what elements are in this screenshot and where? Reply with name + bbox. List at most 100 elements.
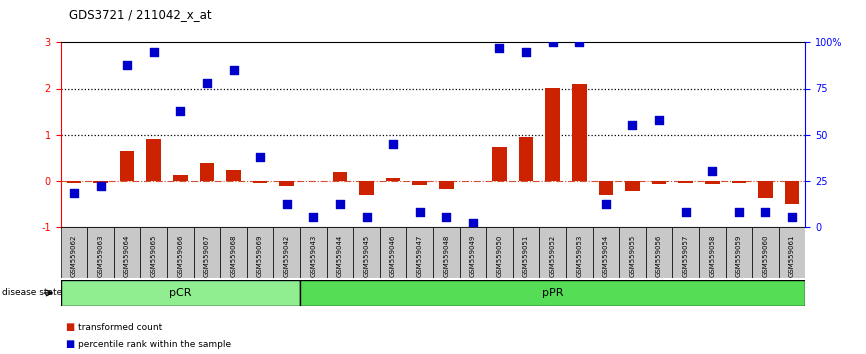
Bar bbox=[220, 227, 247, 278]
Bar bbox=[758, 181, 772, 198]
Bar bbox=[300, 227, 326, 278]
Bar bbox=[353, 227, 380, 278]
Bar bbox=[253, 181, 268, 183]
Text: GSM559068: GSM559068 bbox=[230, 234, 236, 277]
Text: GSM559054: GSM559054 bbox=[603, 234, 609, 276]
Text: GSM559059: GSM559059 bbox=[736, 234, 742, 276]
Bar bbox=[652, 181, 667, 184]
Bar bbox=[140, 227, 167, 278]
Bar bbox=[785, 181, 799, 205]
Point bbox=[386, 141, 400, 147]
Bar bbox=[513, 227, 540, 278]
Point bbox=[413, 209, 427, 215]
Point bbox=[359, 215, 373, 220]
Point bbox=[625, 122, 639, 128]
Bar bbox=[540, 227, 566, 278]
Bar bbox=[380, 227, 406, 278]
Bar bbox=[412, 181, 427, 185]
Point bbox=[67, 190, 81, 196]
Bar bbox=[678, 181, 693, 183]
Bar bbox=[779, 227, 805, 278]
Text: GSM559043: GSM559043 bbox=[310, 234, 316, 276]
Bar bbox=[732, 181, 746, 183]
Text: GSM559058: GSM559058 bbox=[709, 234, 715, 276]
Bar bbox=[61, 280, 300, 306]
Point bbox=[493, 45, 507, 51]
Text: GSM559061: GSM559061 bbox=[789, 234, 795, 277]
Point bbox=[519, 49, 533, 55]
Bar bbox=[699, 227, 726, 278]
Bar bbox=[359, 181, 374, 195]
Bar bbox=[619, 227, 646, 278]
Text: GSM559065: GSM559065 bbox=[151, 234, 157, 276]
Bar bbox=[646, 227, 672, 278]
Bar bbox=[173, 175, 188, 181]
Bar bbox=[280, 181, 294, 186]
Text: GSM559055: GSM559055 bbox=[630, 234, 636, 276]
Point bbox=[439, 215, 453, 220]
Text: GSM559047: GSM559047 bbox=[417, 234, 423, 276]
Bar bbox=[94, 181, 108, 183]
Bar bbox=[592, 227, 619, 278]
Text: ■: ■ bbox=[65, 339, 74, 349]
Point bbox=[146, 49, 160, 55]
Bar bbox=[87, 227, 113, 278]
Bar bbox=[300, 280, 805, 306]
Bar bbox=[385, 178, 400, 181]
Point bbox=[280, 202, 294, 207]
Point bbox=[173, 108, 187, 113]
Point bbox=[466, 220, 480, 226]
Bar bbox=[625, 181, 640, 191]
Bar bbox=[572, 84, 586, 181]
Point bbox=[759, 209, 772, 215]
Bar bbox=[486, 227, 513, 278]
Text: GSM559042: GSM559042 bbox=[284, 234, 290, 276]
Point bbox=[546, 40, 559, 45]
Point bbox=[572, 40, 586, 45]
Bar bbox=[566, 227, 592, 278]
Bar bbox=[194, 227, 220, 278]
Bar bbox=[519, 137, 533, 181]
Text: GSM559049: GSM559049 bbox=[470, 234, 476, 276]
Bar bbox=[120, 151, 134, 181]
Point bbox=[732, 209, 746, 215]
Point bbox=[333, 202, 346, 207]
Text: GSM559052: GSM559052 bbox=[550, 234, 556, 276]
Bar bbox=[433, 227, 460, 278]
Text: GSM559051: GSM559051 bbox=[523, 234, 529, 276]
Text: GSM559063: GSM559063 bbox=[98, 234, 104, 277]
Text: percentile rank within the sample: percentile rank within the sample bbox=[78, 339, 231, 349]
Text: GSM559069: GSM559069 bbox=[257, 234, 263, 277]
Point bbox=[200, 80, 214, 86]
Point bbox=[227, 67, 241, 73]
Bar bbox=[113, 227, 140, 278]
Bar bbox=[492, 147, 507, 181]
Bar bbox=[199, 163, 214, 181]
Bar bbox=[226, 170, 241, 181]
Text: GSM559048: GSM559048 bbox=[443, 234, 449, 276]
Text: pPR: pPR bbox=[542, 288, 564, 298]
Bar bbox=[546, 87, 560, 181]
Text: GSM559057: GSM559057 bbox=[682, 234, 688, 276]
Bar bbox=[326, 227, 353, 278]
Text: GSM559060: GSM559060 bbox=[762, 234, 768, 277]
Bar bbox=[598, 181, 613, 195]
Point bbox=[679, 209, 693, 215]
Point bbox=[652, 117, 666, 122]
Point bbox=[785, 215, 799, 220]
Point bbox=[120, 62, 134, 67]
Bar bbox=[274, 227, 300, 278]
Bar bbox=[67, 181, 81, 183]
Bar bbox=[672, 227, 699, 278]
Point bbox=[307, 215, 320, 220]
Text: GSM559045: GSM559045 bbox=[364, 234, 370, 276]
Bar bbox=[167, 227, 194, 278]
Bar bbox=[146, 139, 161, 181]
Text: GSM559064: GSM559064 bbox=[124, 234, 130, 276]
Point bbox=[599, 202, 613, 207]
Text: GSM559046: GSM559046 bbox=[390, 234, 396, 276]
Point bbox=[94, 183, 107, 189]
Text: pCR: pCR bbox=[169, 288, 191, 298]
Text: GSM559067: GSM559067 bbox=[204, 234, 210, 277]
Bar bbox=[726, 227, 753, 278]
